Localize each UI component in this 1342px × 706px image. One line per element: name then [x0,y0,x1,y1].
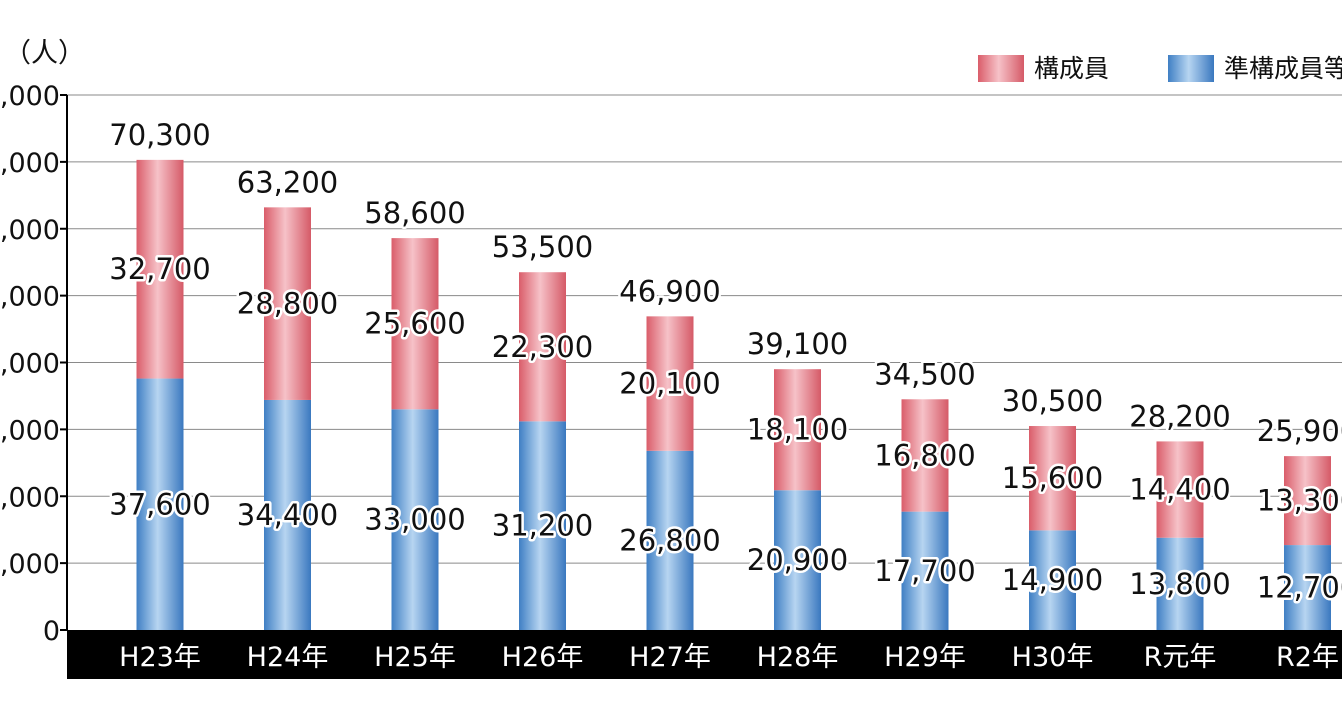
bar-segment-member [1029,426,1076,531]
x-axis-category-label: H25年 [374,642,456,673]
value-labels: 70,300 32,700 37,600 63,200 28,800 34,400 58,6… [107,115,1342,607]
bar-total-label: 46,900 [619,274,720,308]
y-tick-label: 60,000 [0,215,60,246]
bar-value-label-member: 15,600 [1002,461,1103,495]
bar-value-label-member: 20,100 [619,367,720,401]
bar-segment-associate [646,450,694,630]
bar-total-label: 28,200 [1129,399,1230,433]
bar-total-label: 25,900 [1257,414,1342,448]
bar-segment-associate [391,409,439,630]
legend-swatch-member [978,55,1024,82]
bar-total-label: 70,300 [109,118,210,152]
bar-total-label: 53,500 [492,230,593,264]
bar-total-label: 34,500 [874,357,975,391]
bar-value-label-member: 14,400 [1129,473,1230,507]
bars [136,159,1331,630]
x-axis-category-label: H27年 [629,642,711,673]
y-tick-label: 0 [43,616,60,647]
bar-value-label-associate: 34,400 [237,498,338,532]
bar-value-label-member: 18,100 [747,413,848,447]
bar-total-label: 58,600 [364,196,465,230]
legend-swatch-associate [1168,55,1214,82]
y-tick-label: 30,000 [0,415,60,446]
bar-value-label-associate: 26,800 [619,523,720,557]
bar-value-label-associate: 37,600 [109,487,210,521]
x-axis-category-label: H26年 [502,642,584,673]
bar-value-label-associate: 33,000 [364,503,465,537]
bar-segment-associate [264,399,311,630]
y-tick-label: 70,000 [0,148,60,179]
bar-total-label: 39,100 [747,327,848,361]
bar-segment-member [646,316,694,451]
bar-segment-associate [901,511,949,630]
bar-segment-member [264,207,311,400]
bar-value-label-associate: 13,800 [1129,567,1230,601]
x-axis-category-label: H29年 [884,642,966,673]
x-axis-category-label: R2年 [1276,642,1339,673]
bar-segment-member [519,272,566,422]
bar-value-label-member: 22,300 [492,330,593,364]
bar-segment-associate [136,378,184,630]
x-axis-category-label: H23年 [119,642,201,673]
bar-segment-associate [1029,530,1076,630]
y-tick-label: 20,000 [0,482,60,513]
y-axis-unit-label: （人） [4,38,85,69]
x-axis-category-label: H24年 [247,642,329,673]
bar-segment-associate [1156,537,1204,630]
bar-segment-associate [1284,545,1331,630]
bar-segment-member [136,159,184,379]
legend-label-member: 構成員 [1034,54,1109,83]
bar-segment-member [774,369,821,491]
y-axis: 0 10,000 20,000 30,000 40,000 50,000 60,000 70,… [0,81,68,647]
y-tick-label: 40,000 [0,349,60,380]
y-tick-label: 50,000 [0,282,60,313]
bar-value-label-associate: 17,700 [874,554,975,588]
bar-segment-member [1284,456,1331,546]
bar-value-label-member: 16,800 [874,438,975,472]
x-axis-category-label: H28年 [757,642,839,673]
bar-value-label-associate: 31,200 [492,509,593,543]
y-tick-label: 80,000 [0,81,60,112]
bar-value-label-associate: 14,900 [1002,563,1103,597]
legend: 構成員 準構成員等 [978,54,1342,83]
bar-value-label-member: 13,300 [1257,484,1342,518]
bar-segment-member [901,399,949,512]
bar-segment-member [391,238,439,410]
x-axis-category-label: R元年 [1144,642,1217,673]
bar-value-label-member: 25,600 [364,307,465,341]
legend-label-associate: 準構成員等 [1224,54,1342,83]
bar-value-label-member: 28,800 [237,287,338,321]
bar-total-label: 63,200 [237,165,338,199]
x-axis-categories: H23年 H24年 H25年 H26年 H27年 H28年 H29年 H30年 R元年 R2年 [119,642,1339,673]
bar-value-label-member: 32,700 [109,252,210,286]
x-axis-band [67,630,1342,679]
y-tick-label: 10,000 [0,549,60,580]
bar-total-label: 30,500 [1002,384,1103,418]
bar-segment-member [1156,441,1204,538]
bar-segment-associate [774,490,821,630]
bar-value-label-associate: 12,700 [1257,571,1342,605]
x-axis-category-label: H30年 [1012,642,1094,673]
bar-segment-associate [519,421,566,630]
bar-value-label-associate: 20,900 [747,543,848,577]
